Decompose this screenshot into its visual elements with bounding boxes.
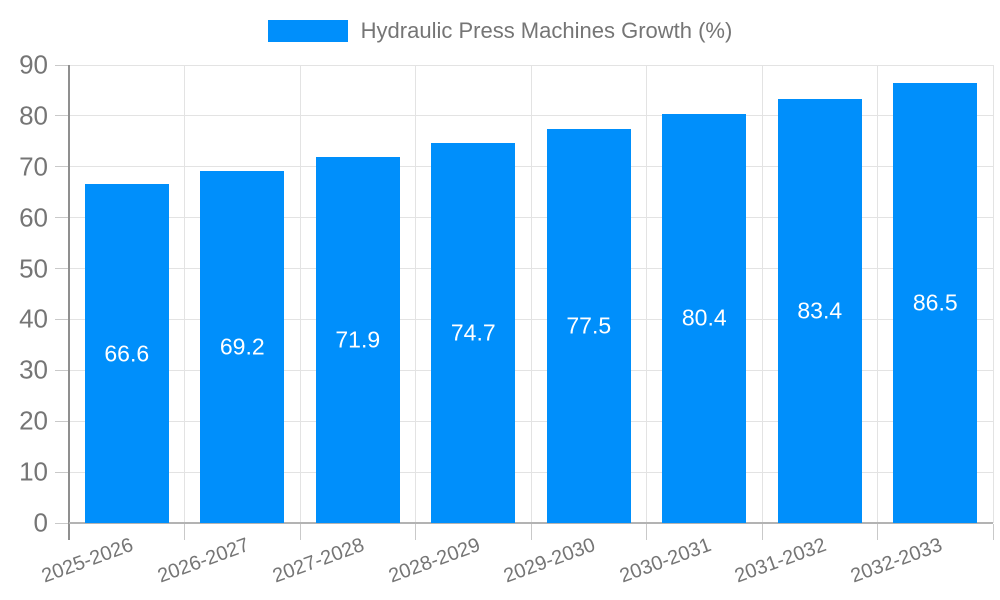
y-tick-label: 90 xyxy=(19,49,48,80)
x-tick xyxy=(184,524,185,540)
y-tick-label: 10 xyxy=(19,456,48,487)
gridline-v xyxy=(992,65,994,523)
y-tick-label: 70 xyxy=(19,151,48,182)
y-tick xyxy=(55,217,69,219)
bar-value-label: 69.2 xyxy=(219,333,265,360)
bar[interactable] xyxy=(893,82,978,523)
y-tick xyxy=(55,268,69,270)
bar[interactable] xyxy=(662,113,747,523)
legend-label: Hydraulic Press Machines Growth (%) xyxy=(360,18,733,43)
x-tick xyxy=(415,524,416,540)
bar-value-label: 77.5 xyxy=(566,312,612,339)
y-tick-label: 50 xyxy=(19,253,48,284)
x-tick xyxy=(646,524,647,540)
legend[interactable]: Hydraulic Press Machines Growth (%) xyxy=(0,20,1000,42)
x-axis-line xyxy=(69,522,993,524)
legend-swatch xyxy=(267,20,348,42)
bar[interactable] xyxy=(200,170,285,523)
x-tick-label: 2028-2029 xyxy=(385,534,483,588)
y-tick-label: 20 xyxy=(19,405,48,436)
gridline-v xyxy=(415,65,416,523)
gridline-v xyxy=(646,65,647,523)
y-tick xyxy=(55,471,69,473)
y-tick-label: 30 xyxy=(19,354,48,385)
y-tick-label: 0 xyxy=(33,507,48,538)
x-tick-label: 2026-2027 xyxy=(154,534,252,588)
y-tick xyxy=(55,115,69,117)
bar[interactable] xyxy=(315,157,400,523)
x-tick-label: 2032-2033 xyxy=(847,534,945,588)
x-tick-label: 2030-2031 xyxy=(616,534,714,588)
x-tick xyxy=(761,524,763,540)
x-tick xyxy=(877,524,878,540)
y-tick xyxy=(55,64,69,66)
y-tick xyxy=(55,522,69,524)
gridline-v xyxy=(299,65,301,523)
gridline-v xyxy=(877,65,878,523)
y-axis-line xyxy=(68,65,70,540)
x-tick-label: 2029-2030 xyxy=(500,534,599,588)
bar-value-label: 86.5 xyxy=(912,289,958,316)
bar[interactable] xyxy=(431,142,516,523)
bar[interactable] xyxy=(84,184,169,523)
x-tick-label: 2027-2028 xyxy=(269,534,368,588)
bar-value-label: 66.6 xyxy=(104,340,150,367)
y-tick xyxy=(55,420,69,422)
bar-value-label: 83.4 xyxy=(797,297,843,324)
gridline-v xyxy=(184,65,185,523)
y-tick-label: 40 xyxy=(19,303,48,334)
y-tick-label: 60 xyxy=(19,202,48,233)
bar[interactable] xyxy=(546,128,631,523)
y-tick xyxy=(55,166,69,168)
bar-value-label: 71.9 xyxy=(335,326,381,353)
x-tick xyxy=(530,524,532,540)
y-tick-label: 80 xyxy=(19,100,48,131)
gridline-v xyxy=(530,65,532,523)
x-tick xyxy=(992,524,994,540)
bar-value-label: 80.4 xyxy=(681,304,727,331)
gridline-v xyxy=(761,65,763,523)
x-tick-label: 2031-2032 xyxy=(731,534,830,588)
bar-value-label: 74.7 xyxy=(450,319,496,346)
y-tick xyxy=(55,369,69,371)
bar[interactable] xyxy=(777,98,862,523)
x-tick xyxy=(299,524,301,540)
x-tick-label: 2025-2026 xyxy=(38,534,137,588)
y-tick xyxy=(55,318,69,320)
